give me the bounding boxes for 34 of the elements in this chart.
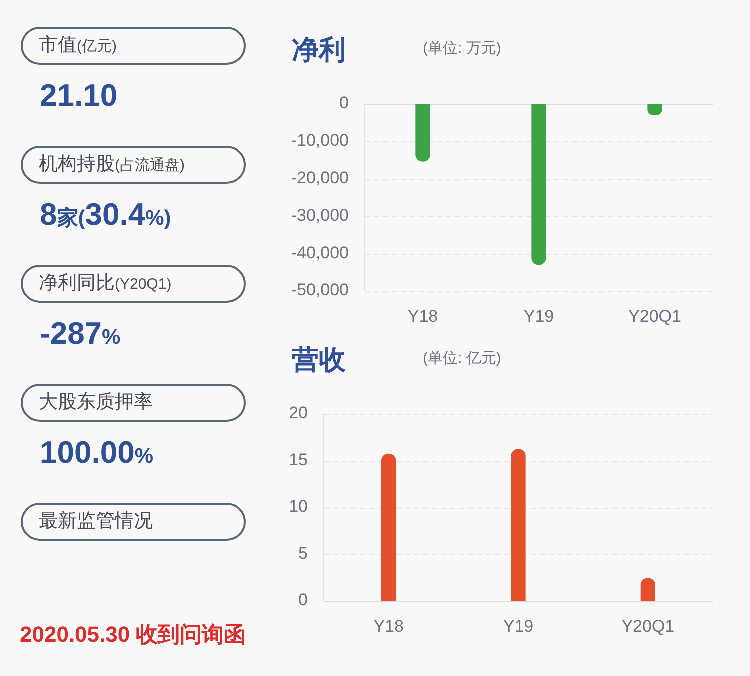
- text: 8家(30.4%): [40, 197, 172, 232]
- y-tick-label: 0: [298, 590, 308, 610]
- x-tick-label: Y20Q1: [622, 616, 675, 636]
- y-tick-label: 15: [289, 450, 308, 470]
- bar: [511, 449, 526, 601]
- y-tick-label: -10,000: [291, 131, 349, 150]
- text: 100.00%: [40, 435, 154, 470]
- chart-title: 营收: [292, 345, 346, 375]
- y-tick-label: -40,000: [291, 243, 349, 262]
- y-tick-label: 10: [289, 497, 308, 516]
- chart-title: 净利: [292, 35, 346, 65]
- x-tick-label: Y20Q1: [628, 306, 682, 326]
- bar: [640, 578, 656, 601]
- text: -287%: [40, 316, 121, 351]
- bar: [382, 454, 396, 601]
- y-tick-label: -50,000: [291, 280, 349, 300]
- text: 净利同比(Y20Q1): [39, 273, 172, 294]
- y-tick-label: 0: [340, 94, 349, 113]
- y-tick-label: -30,000: [291, 206, 349, 225]
- y-tick-label: 5: [298, 544, 308, 563]
- x-tick-label: Y19: [503, 616, 534, 636]
- y-tick-label: 20: [289, 404, 308, 423]
- text: 市值(亿元): [39, 35, 117, 56]
- text: 大股东质押率: [39, 392, 153, 413]
- text: 2020.05.30 收到问询函: [20, 621, 246, 649]
- x-tick-label: Y19: [524, 306, 554, 326]
- x-tick-label: Y18: [408, 306, 438, 326]
- y-tick-label: -20,000: [291, 168, 349, 188]
- text: 机构持股(占流通盘): [39, 154, 185, 175]
- chart-subtitle: (单位: 亿元): [423, 349, 502, 369]
- chart-subtitle: (单位: 万元): [423, 39, 502, 59]
- text: 21.10: [40, 78, 118, 113]
- text: 最新监管情况: [39, 511, 153, 532]
- x-tick-label: Y18: [374, 616, 404, 636]
